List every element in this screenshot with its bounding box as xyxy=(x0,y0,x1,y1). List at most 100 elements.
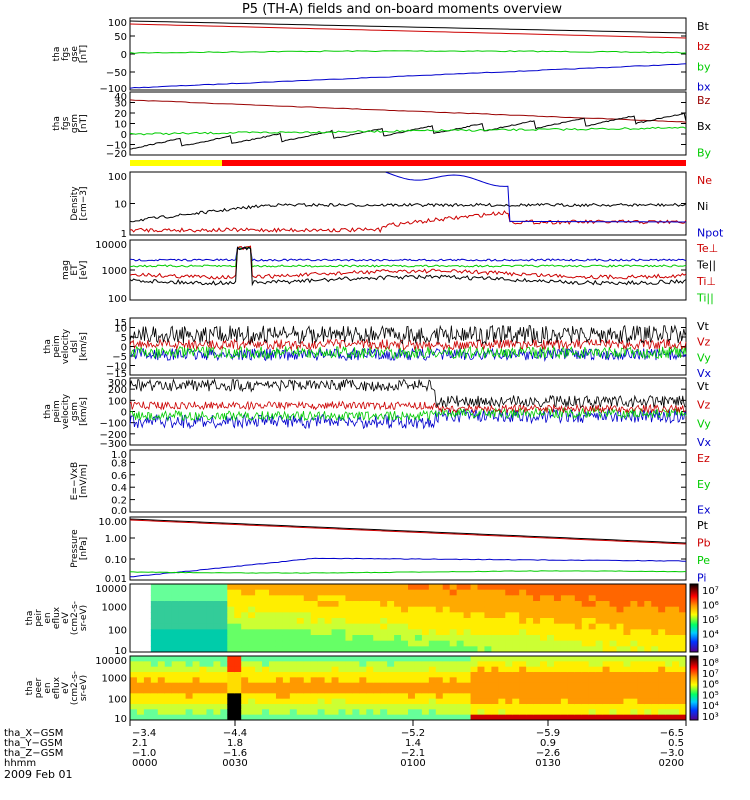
spectrogram-cell xyxy=(623,672,630,678)
spectrogram-cell xyxy=(408,584,415,590)
spectrogram-cell xyxy=(206,629,213,635)
y-tick-label: 10000 xyxy=(95,584,127,595)
spectrogram-cell xyxy=(262,667,269,673)
spectrogram-cell xyxy=(387,601,394,607)
spectrogram-cell xyxy=(220,699,227,705)
spectrogram-cell xyxy=(464,667,471,673)
spectrogram-cell xyxy=(658,612,665,618)
spectrogram-cell xyxy=(665,704,672,710)
legend-entry: By xyxy=(697,146,712,159)
spectrogram-cell xyxy=(241,661,248,667)
spectrogram-cell xyxy=(651,693,658,699)
spectrogram-cell xyxy=(540,641,547,647)
spectrogram-cell xyxy=(415,672,422,678)
spectrogram-cell xyxy=(519,641,526,647)
spectrogram-cell xyxy=(206,590,213,596)
spectrogram-cell xyxy=(401,672,408,678)
spectrogram-cell xyxy=(151,607,158,613)
spectrogram-cell xyxy=(415,693,422,699)
spectrogram-cell xyxy=(311,590,318,596)
spectrogram-cell xyxy=(450,607,457,613)
spectrogram-cell xyxy=(373,667,380,673)
spectrogram-cell xyxy=(262,629,269,635)
spectrogram-cell xyxy=(644,641,651,647)
spectrogram-cell xyxy=(457,672,464,678)
spectrogram-cell xyxy=(672,699,679,705)
spectrogram-cell xyxy=(227,672,234,678)
spectrogram-cell xyxy=(359,667,366,673)
spectrogram-cell xyxy=(415,661,422,667)
spectrogram-cell xyxy=(561,629,568,635)
spectrogram-cell xyxy=(165,693,172,699)
spectrogram-cell xyxy=(179,624,186,630)
spectrogram-cell xyxy=(269,683,276,689)
spectrogram-cell xyxy=(311,635,318,641)
spectrogram-cell xyxy=(144,677,151,683)
spectrogram-cell xyxy=(255,661,262,667)
spectrogram-cell xyxy=(679,704,686,710)
spectrogram-cell xyxy=(422,704,429,710)
spectrogram-cell xyxy=(478,635,485,641)
spectrogram-cell xyxy=(457,661,464,667)
spectrogram-cell xyxy=(200,683,207,689)
spectrogram-cell xyxy=(540,618,547,624)
spectrogram-cell xyxy=(498,612,505,618)
spectrogram-cell xyxy=(436,704,443,710)
spectrogram-cell xyxy=(290,683,297,689)
spectrogram-cell xyxy=(623,601,630,607)
spectrogram-cell xyxy=(589,601,596,607)
spectrogram-cell xyxy=(380,688,387,694)
spectrogram-cell xyxy=(505,683,512,689)
spectrogram-cell xyxy=(672,590,679,596)
spectrogram-cell xyxy=(651,624,658,630)
spectrogram-cell xyxy=(387,661,394,667)
spectrogram-cell xyxy=(186,607,193,613)
spectrogram-cell xyxy=(227,629,234,635)
spectrogram-cell xyxy=(158,704,165,710)
spectrogram-cell xyxy=(679,667,686,673)
spectrogram-cell xyxy=(248,590,255,596)
spectrogram-cell xyxy=(241,590,248,596)
spectrogram-cell xyxy=(526,704,533,710)
spectrogram-cell xyxy=(464,629,471,635)
spectrogram-cell xyxy=(443,595,450,601)
spectrogram-cell xyxy=(276,612,283,618)
spectrogram-cell xyxy=(491,624,498,630)
panel-fgs-gsm: tha fgs gsm [nT]403020100−10−20BzBxBy xyxy=(52,92,712,166)
spectrogram-cell xyxy=(158,667,165,673)
spectrogram-cell xyxy=(617,693,624,699)
spectrogram-cell xyxy=(352,672,359,678)
spectrogram-cell xyxy=(380,641,387,647)
spectrogram-cell xyxy=(554,699,561,705)
spectrogram-cell xyxy=(603,629,610,635)
spectrogram-cell xyxy=(234,618,241,624)
spectrogram-cell xyxy=(220,629,227,635)
spectrogram-cell xyxy=(290,607,297,613)
spectrogram-cell xyxy=(206,709,213,715)
spectrogram-cell xyxy=(603,601,610,607)
spectrogram-cell xyxy=(283,590,290,596)
spectrogram-cell xyxy=(172,624,179,630)
spectrogram-cell xyxy=(387,656,394,662)
legend-entry: bz xyxy=(697,40,710,53)
spectrogram-cell xyxy=(561,590,568,596)
spectrogram-cell xyxy=(637,699,644,705)
spectrogram-cell xyxy=(373,704,380,710)
spectrogram-cell xyxy=(359,683,366,689)
spectrogram-cell xyxy=(429,693,436,699)
spectrogram-cell xyxy=(422,590,429,596)
spectrogram-cell xyxy=(484,683,491,689)
spectrogram-cell xyxy=(213,693,220,699)
spectrogram-cell xyxy=(332,635,339,641)
spectrogram-cell xyxy=(352,667,359,673)
spectrogram-cell xyxy=(366,656,373,662)
spectrogram-cell xyxy=(623,699,630,705)
spectrogram-cell xyxy=(512,667,519,673)
spectrogram-cell xyxy=(547,661,554,667)
spectrogram-cell xyxy=(554,635,561,641)
spectrogram-cell xyxy=(547,688,554,694)
spectrogram-cell xyxy=(512,612,519,618)
spectrogram-cell xyxy=(679,624,686,630)
spectrogram-cell xyxy=(137,641,144,647)
spectrogram-cell xyxy=(519,601,526,607)
